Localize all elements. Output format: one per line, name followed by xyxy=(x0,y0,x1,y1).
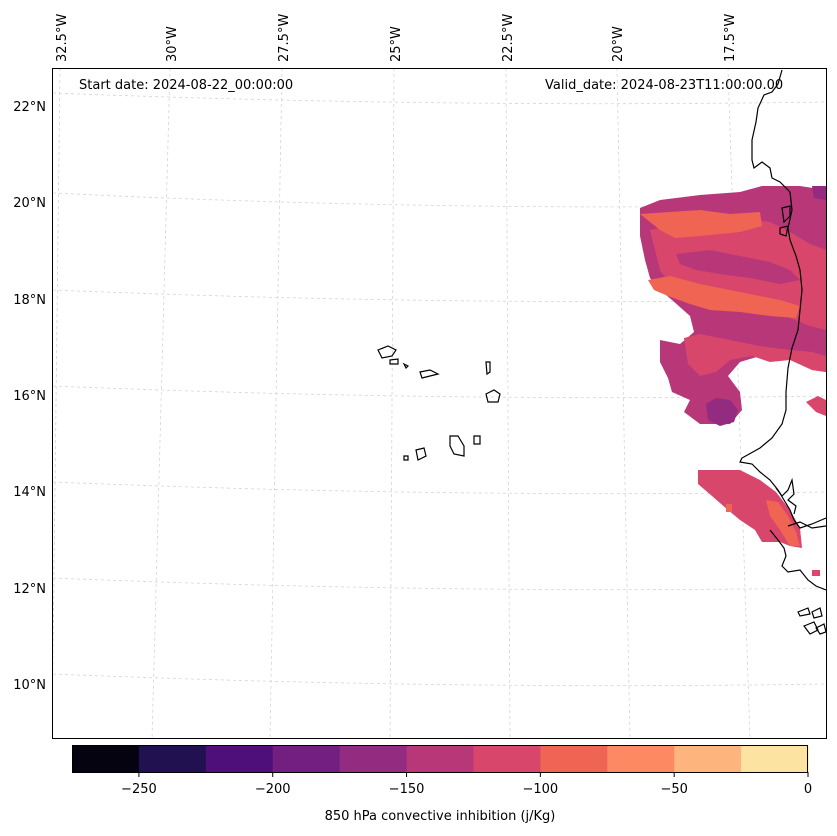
colorbar-tick-label: −250 xyxy=(121,782,157,797)
island-santo-antao xyxy=(377,345,397,359)
lat-label: 22°N xyxy=(13,100,46,115)
cin-region-north-high-2 xyxy=(648,276,800,318)
colorbar-segment xyxy=(406,745,474,772)
lon-label: 32.5°W xyxy=(55,14,70,62)
colorbar-segment xyxy=(205,745,274,772)
cin-region-low-pocket xyxy=(706,398,738,426)
colorbar-segment xyxy=(741,745,809,772)
colorbar-outline xyxy=(72,745,808,773)
colorbar-segment xyxy=(607,745,675,772)
island-brava xyxy=(403,455,409,461)
island-boa-vista xyxy=(485,389,501,403)
cin-region-north-inner xyxy=(676,250,800,284)
lat-label: 20°N xyxy=(13,196,46,211)
longitude-labels: 32.5°W 30°W 27.5°W 25°W 22.5°W 20°W 17.5… xyxy=(55,14,738,62)
cin-region-gambia-inner xyxy=(766,500,800,546)
start-date-label: Start date: 2024-08-22_00:00:00 xyxy=(79,78,294,93)
lat-label: 12°N xyxy=(13,582,46,597)
island-fogo xyxy=(415,447,427,461)
lon-label: 30°W xyxy=(165,26,180,62)
island-santiago xyxy=(449,435,465,457)
colorbar-tick-label: 0 xyxy=(804,782,812,797)
cin-region-gambia-dot xyxy=(726,504,732,512)
lon-label: 25°W xyxy=(389,26,404,62)
cin-region-guinea-dot xyxy=(812,570,820,576)
cin-region-south-edge xyxy=(806,396,826,416)
cin-region-north-high xyxy=(640,210,762,238)
cin-region-south-mid xyxy=(684,334,826,376)
island-sal xyxy=(485,361,491,376)
colorbar-segment xyxy=(473,745,541,772)
colorbar-segment xyxy=(540,745,608,772)
colorbar-segment xyxy=(72,745,140,772)
lon-label: 20°W xyxy=(611,26,626,62)
lon-label: 27.5°W xyxy=(277,14,292,62)
colorbar-tick-label: −50 xyxy=(660,782,687,797)
island-santa-luzia xyxy=(402,362,410,370)
island-sao-nicolau xyxy=(419,369,440,379)
coastline xyxy=(739,69,826,635)
colorbar-tick-label: −150 xyxy=(389,782,425,797)
cin-region-east-edge xyxy=(812,186,826,200)
latitude-labels: 22°N 20°N 18°N 16°N 14°N 12°N 10°N xyxy=(13,100,46,693)
colorbar-tick-label: −100 xyxy=(523,782,559,797)
lon-label: 17.5°W xyxy=(723,14,738,62)
cape-verde-islands xyxy=(377,345,501,461)
cin-region-gambia xyxy=(698,470,802,548)
cin-contours xyxy=(640,186,826,576)
colorbar-segment xyxy=(138,745,207,772)
colorbar-ticks: −250 −200 −150 −100 −50 0 xyxy=(121,772,812,797)
colorbar-segment xyxy=(339,745,408,772)
lat-label: 18°N xyxy=(13,293,46,308)
lat-label: 16°N xyxy=(13,389,46,404)
island-sao-vicente xyxy=(389,358,399,365)
lat-label: 10°N xyxy=(13,678,46,693)
island-maio xyxy=(473,435,481,445)
colorbar xyxy=(72,745,809,772)
colorbar-title: 850 hPa convective inhibition (j/Kg) xyxy=(324,809,556,824)
valid-date-label: Valid_date: 2024-08-23T11:00:00.00 xyxy=(545,78,784,93)
colorbar-segment xyxy=(674,745,742,772)
colorbar-segment xyxy=(272,745,341,772)
lon-label: 22.5°W xyxy=(501,14,516,62)
map-area xyxy=(53,69,826,738)
colorbar-tick-label: −200 xyxy=(255,782,291,797)
lat-label: 14°N xyxy=(13,485,46,500)
